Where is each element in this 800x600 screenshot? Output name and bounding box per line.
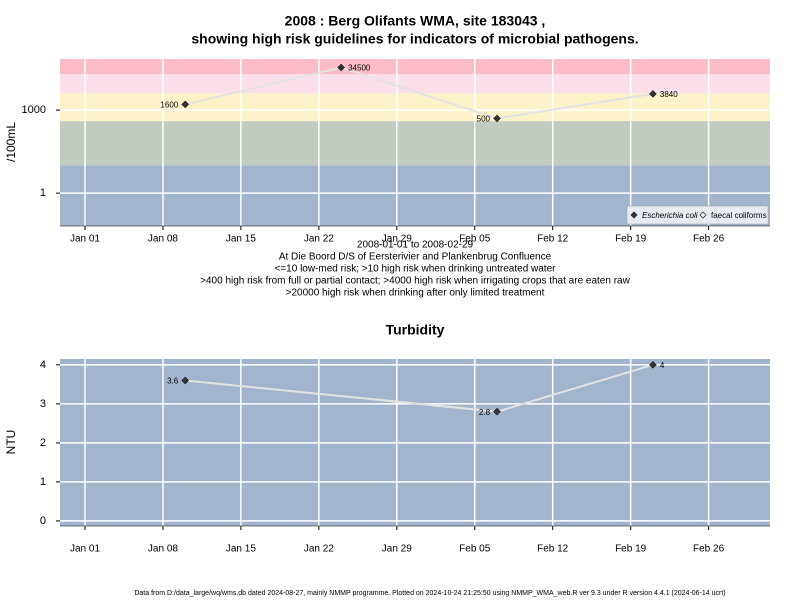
y-axis-label: /100mL [4, 122, 18, 162]
legend-label: Escherichia coli [642, 211, 698, 220]
legend-box [626, 205, 769, 225]
x-tick-label: Feb 05 [459, 544, 491, 555]
x-tick-label: Jan 29 [382, 544, 412, 555]
y-tick-label: 4 [40, 359, 46, 371]
data-label: 3840 [660, 90, 678, 99]
y-tick-label: 0 [40, 515, 46, 527]
note: At Die Boord D/S of Eersterivier and Pla… [279, 252, 552, 263]
footer: Data from D:/data_large/wq/wms.db dated … [134, 590, 725, 597]
x-tick-label: Jan 01 [70, 234, 100, 245]
data-line [184, 66, 654, 120]
x-tick-label: Jan 22 [304, 544, 334, 555]
note: <=10 low-med risk; >10 high risk when dr… [275, 264, 557, 275]
x-tick-label: Feb 12 [537, 544, 569, 555]
x-tick-label: Jan 01 [70, 544, 100, 555]
x-tick-label: Jan 22 [304, 234, 334, 245]
legend-marker [630, 211, 638, 219]
y-tick-label: 1 [40, 476, 46, 488]
x-tick-label: Feb 19 [615, 234, 647, 245]
chart-subtitle: showing high risk guidelines for indicat… [191, 31, 638, 47]
data-label: 4 [660, 361, 665, 370]
note: >400 high risk from full or partial cont… [200, 276, 630, 287]
y-tick-label: 2 [40, 437, 46, 449]
data-point [493, 407, 501, 416]
data-point [649, 360, 657, 369]
risk-band [60, 74, 770, 94]
x-tick-label: Feb 12 [537, 234, 569, 245]
risk-band [60, 121, 770, 166]
data-point [493, 114, 501, 123]
risk-band [60, 59, 770, 75]
note: >20000 high risk when drinking after onl… [286, 288, 545, 299]
data-label: 3.6 [167, 377, 179, 386]
x-tick-label: Feb 26 [693, 234, 725, 245]
data-label: 1600 [160, 101, 178, 110]
data-point [181, 376, 190, 385]
data-point [337, 63, 345, 72]
x-tick-label: Feb 19 [615, 544, 647, 555]
y-tick-label: 3 [40, 398, 46, 410]
x-tick-label: Feb 26 [693, 544, 725, 555]
x-tick-label: Jan 08 [148, 544, 178, 555]
x-tick-label: Jan 08 [148, 234, 178, 245]
risk-band [60, 93, 770, 122]
chart-title: Turbidity [386, 322, 445, 338]
data-label: 34500 [348, 64, 371, 73]
data-point [181, 100, 190, 109]
y-tick-label: 1 [40, 187, 46, 199]
x-tick-label: Jan 15 [226, 234, 256, 245]
data-label: 2.8 [479, 408, 491, 417]
x-tick-label: Jan 29 [382, 234, 412, 245]
data-label: 500 [477, 115, 491, 124]
x-tick-label: Feb 05 [459, 234, 491, 245]
note: 2008-01-01 to 2008-02-29 [357, 240, 474, 251]
y-tick-label: 1000 [22, 104, 46, 116]
legend-label: faecal coliforms [711, 211, 767, 220]
chart-title: 2008 : Berg Olifants WMA, site 183043 , [285, 13, 546, 29]
x-tick-label: Jan 15 [226, 544, 256, 555]
data-point [649, 90, 657, 98]
y-axis-label: NTU [4, 430, 18, 455]
legend-marker [699, 211, 707, 219]
